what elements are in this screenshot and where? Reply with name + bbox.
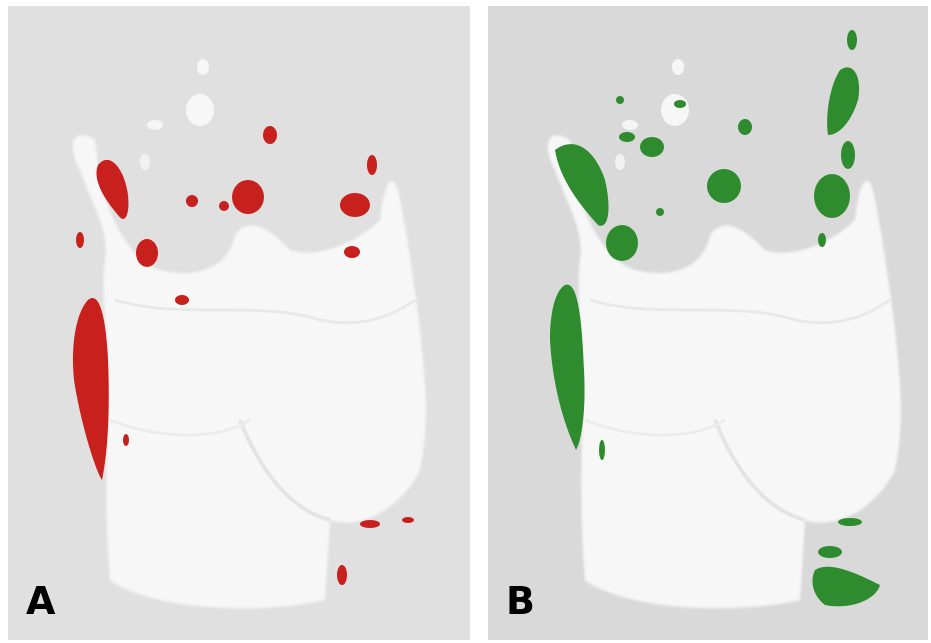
panel-label: B [506,579,535,623]
panel-label: A [26,579,56,623]
figure: A B [0,0,931,643]
panel-a: A [8,6,470,640]
panel-b: B [488,6,928,640]
page: A B (() => { const data = JSO [0,0,931,643]
